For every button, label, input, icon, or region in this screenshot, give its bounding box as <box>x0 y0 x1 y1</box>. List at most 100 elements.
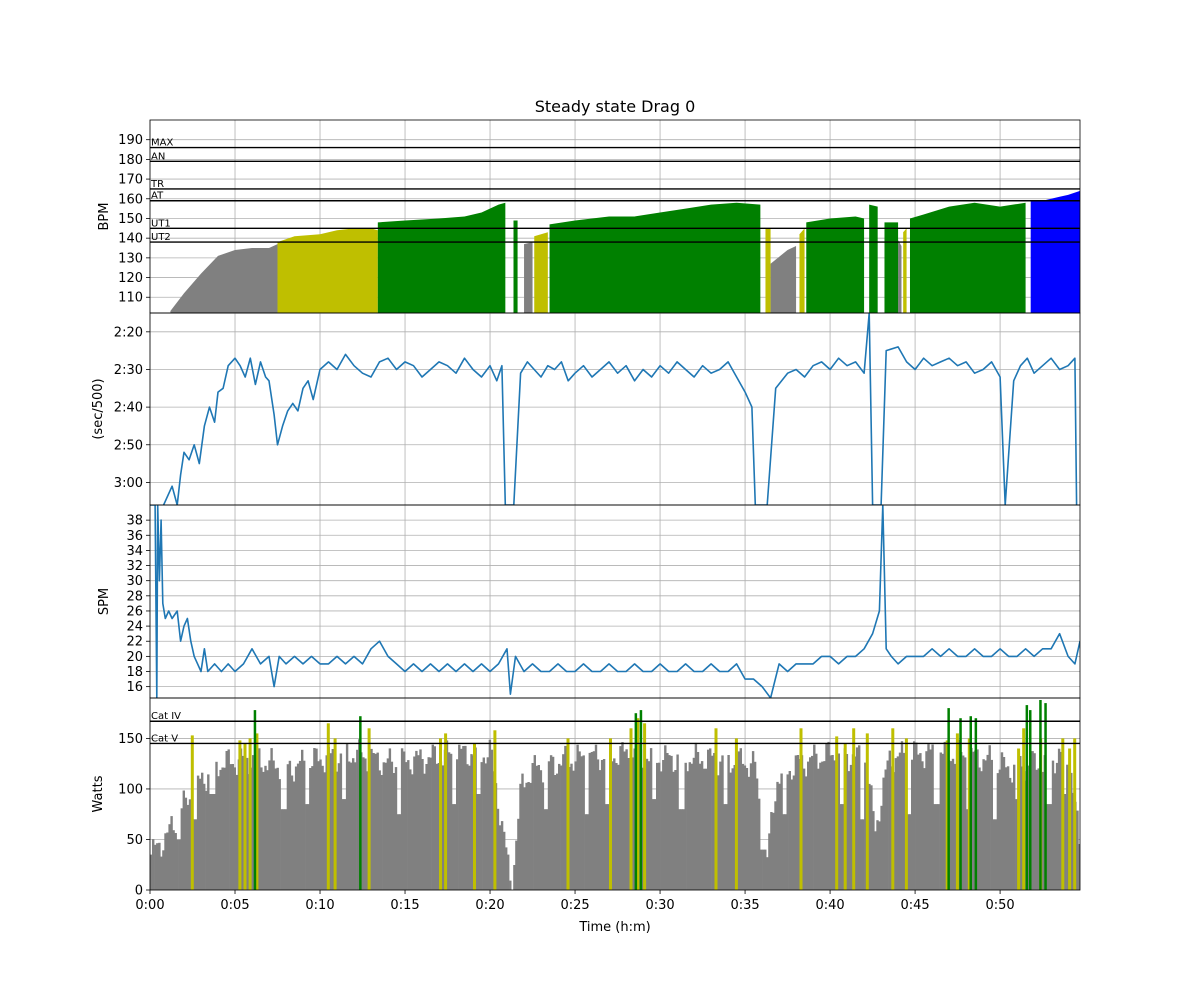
power-bar <box>845 754 849 890</box>
hr-zone-ut1-area <box>903 228 907 313</box>
y-tick-label: 38 <box>126 514 143 529</box>
power-bar <box>329 753 332 890</box>
power-bar <box>529 782 532 890</box>
power-bar <box>886 760 889 890</box>
y-tick-label: 2:20 <box>114 325 143 340</box>
power-bar <box>980 771 983 890</box>
power-bar <box>558 763 561 890</box>
power-bar <box>760 849 763 890</box>
power-bar <box>449 753 453 890</box>
power-bar <box>911 759 914 890</box>
power-bar <box>519 783 522 890</box>
power-bar <box>774 801 777 890</box>
power-bar <box>168 824 171 890</box>
power-bar <box>631 757 634 890</box>
power-bar <box>619 746 622 890</box>
power-bar <box>617 764 620 890</box>
power-bar <box>729 772 732 890</box>
power-bar <box>664 745 667 890</box>
power-bar <box>588 752 591 890</box>
power-spike-ut1 <box>1061 738 1065 890</box>
power-bar <box>188 799 192 890</box>
power-bar <box>303 760 306 890</box>
power-spike-ut1 <box>891 728 895 890</box>
power-bar <box>1027 765 1030 890</box>
power-bar <box>584 814 587 890</box>
power-bar <box>937 804 940 890</box>
power-bar <box>292 781 296 890</box>
power-bar <box>580 756 583 890</box>
power-bar <box>727 755 730 890</box>
power-bar <box>731 768 734 890</box>
power-bar <box>500 821 504 890</box>
power-bar <box>364 758 367 890</box>
power-bar <box>888 750 891 890</box>
power-bar <box>966 809 969 890</box>
power-bar <box>431 744 434 890</box>
power-bar <box>164 833 167 890</box>
power-bar <box>570 763 573 890</box>
power-bar <box>331 749 334 890</box>
power-bar <box>476 794 479 890</box>
power-bar <box>1041 771 1044 890</box>
y-tick-label: 100 <box>118 782 143 797</box>
power-bar <box>347 761 351 890</box>
power-bar <box>864 762 867 890</box>
power-spike-ut1 <box>248 738 252 890</box>
power-bar <box>1064 794 1067 890</box>
power-bar <box>666 753 669 890</box>
power-spike-at <box>974 718 978 890</box>
power-bar <box>986 754 989 890</box>
power-bar <box>260 767 263 890</box>
power-spike-ut1 <box>852 728 856 890</box>
power-bar <box>662 760 665 890</box>
power-bar <box>470 754 473 890</box>
power-bar <box>815 753 818 890</box>
power-bar <box>158 842 161 890</box>
y-tick-label: 150 <box>118 732 143 747</box>
power-bar <box>702 768 706 890</box>
power-bar <box>678 809 681 890</box>
y-tick-label: 190 <box>118 133 143 148</box>
threshold-label: Cat V <box>151 733 178 744</box>
y-tick-label: 0 <box>135 884 143 899</box>
power-bar <box>647 761 651 890</box>
power-bar <box>301 749 304 890</box>
y-tick-label: 3:00 <box>114 476 143 491</box>
power-bar <box>782 814 785 890</box>
power-bar <box>152 839 155 890</box>
power-bar <box>296 763 300 890</box>
power-bar <box>458 744 461 890</box>
power-bar <box>213 794 216 890</box>
threshold-label: UT2 <box>151 232 171 243</box>
power-bar <box>215 761 218 890</box>
power-bar <box>625 749 628 890</box>
power-bar <box>398 814 402 890</box>
chart-title: Steady state Drag 0 <box>535 97 696 116</box>
power-bar <box>547 761 551 890</box>
power-bar <box>676 754 679 890</box>
power-spike-ut1 <box>367 728 371 890</box>
power-spike-at <box>1044 703 1047 890</box>
power-bar <box>264 765 267 890</box>
power-spike-at <box>639 710 643 890</box>
power-bar <box>823 761 826 890</box>
power-bar <box>837 753 840 890</box>
y-tick-label: 18 <box>126 665 143 680</box>
power-bar <box>382 762 385 890</box>
power-bar <box>323 772 326 890</box>
power-bar <box>894 758 898 890</box>
power-spike-ut1 <box>333 738 337 890</box>
power-bar <box>953 763 957 890</box>
power-bar <box>576 744 579 890</box>
power-bar <box>176 839 179 890</box>
power-bar <box>607 804 610 890</box>
power-bar <box>531 763 534 890</box>
x-tick-label: 0:00 <box>135 898 164 913</box>
power-bar <box>486 757 489 890</box>
power-bar <box>435 763 438 890</box>
power-bar <box>839 804 842 890</box>
power-bar <box>194 819 198 890</box>
x-tick-label: 0:10 <box>305 898 334 913</box>
power-bar <box>825 743 828 890</box>
